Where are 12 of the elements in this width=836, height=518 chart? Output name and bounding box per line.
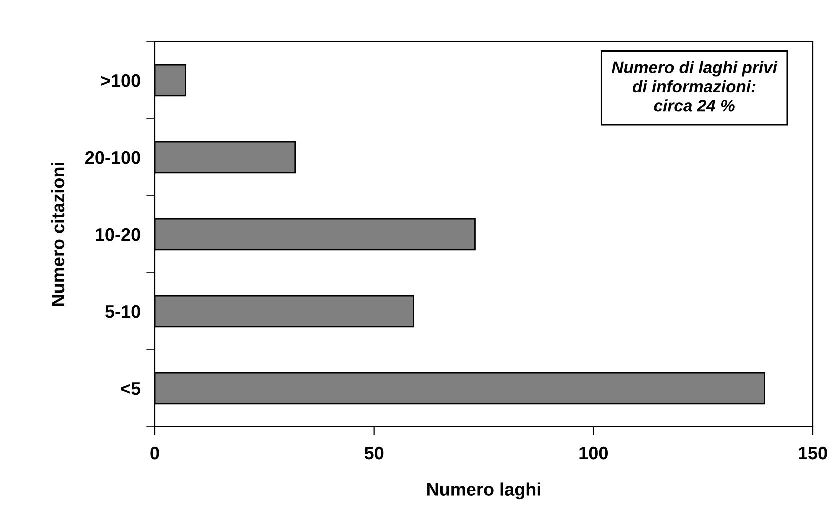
y-tick-label: 5-10	[106, 305, 140, 318]
x-tick-label: 100	[580, 446, 608, 460]
x-tick-label: 50	[364, 446, 384, 460]
x-tick-label: 0	[150, 446, 160, 460]
y-axis-title: Numero citazioni	[51, 163, 65, 306]
y-tick-label: 10-20	[96, 228, 140, 242]
x-axis-title: Numero laghi	[428, 482, 540, 500]
y-tick-label: >100	[101, 74, 140, 88]
y-tick-label: <5	[121, 382, 141, 396]
annotation: Numero di laghi privi di informazioni: circa 24 %	[612, 61, 778, 112]
x-tick-label: 150	[799, 446, 828, 460]
y-tick-label: 20-100	[86, 151, 140, 164]
